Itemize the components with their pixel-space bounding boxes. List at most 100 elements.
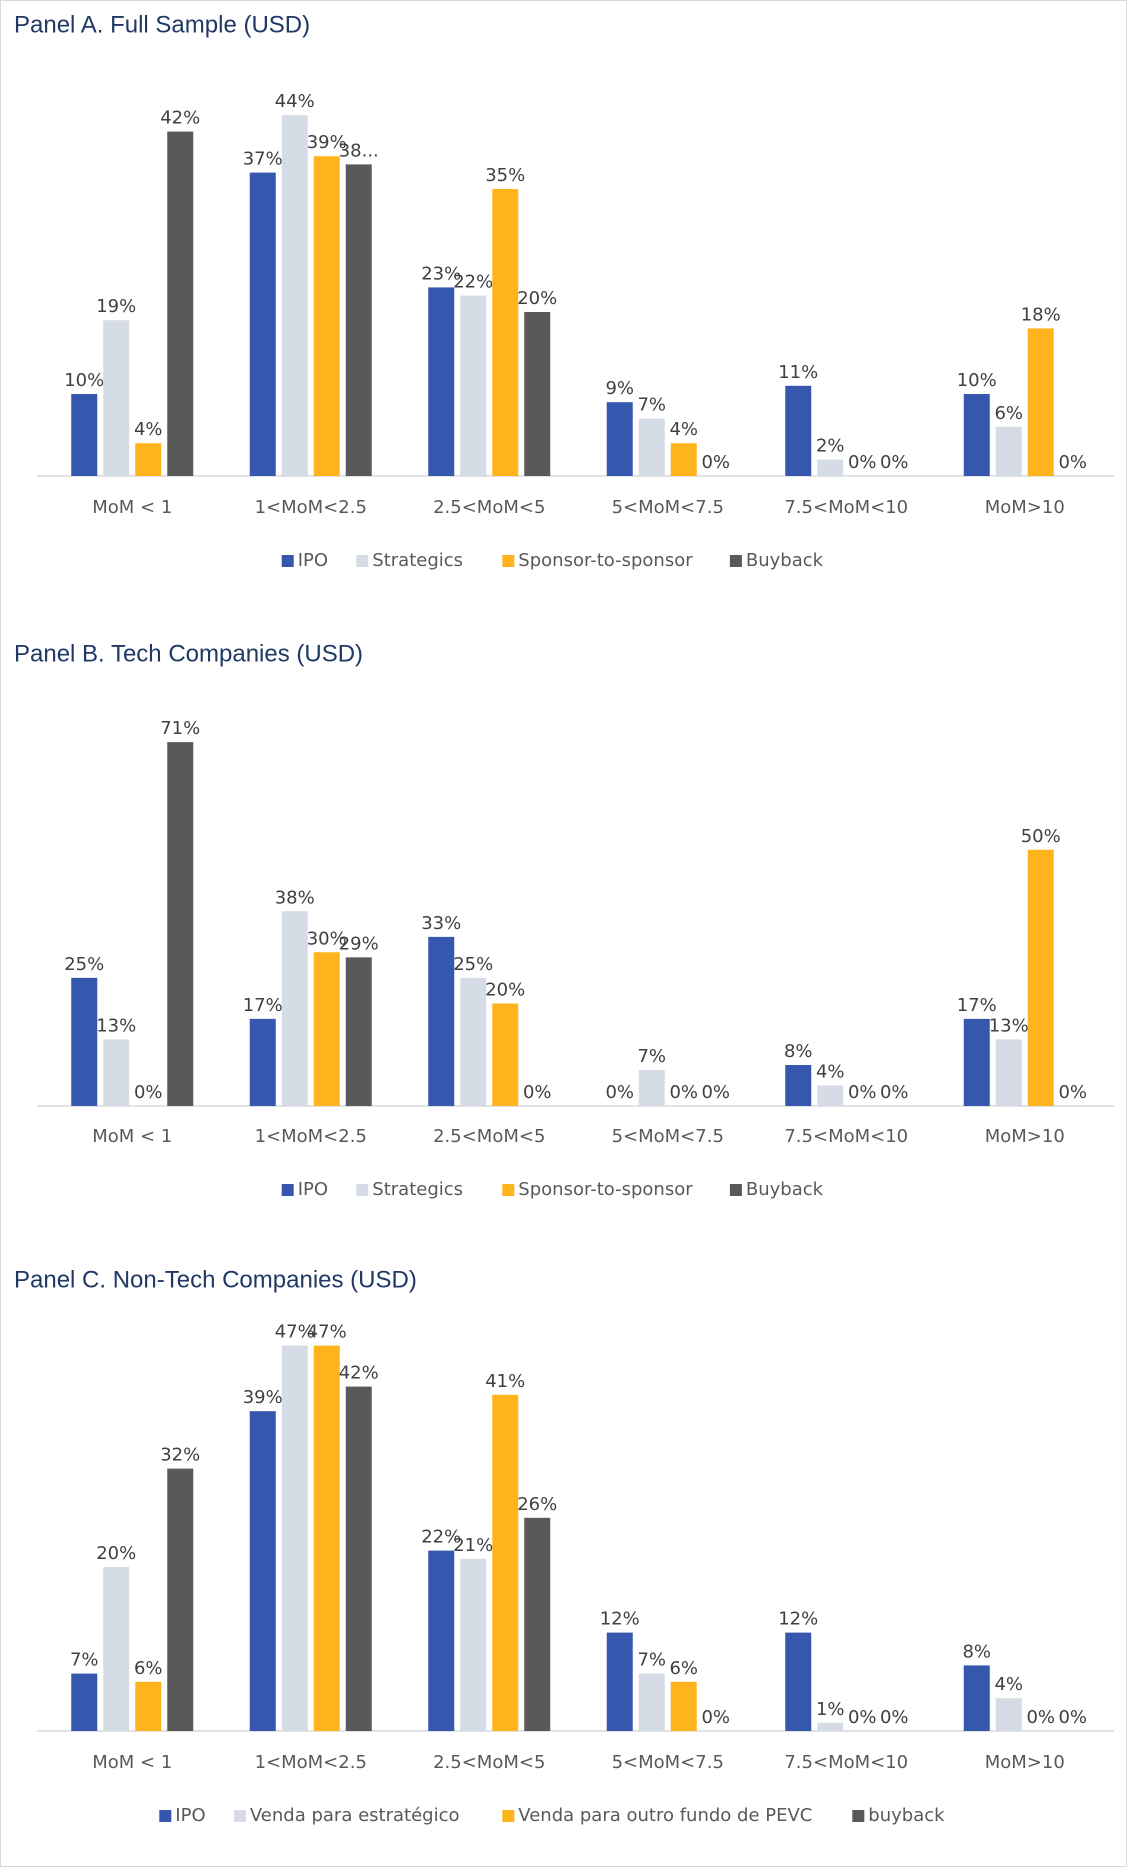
bar — [817, 459, 844, 476]
bar — [995, 1698, 1022, 1731]
legend-swatch — [502, 1184, 515, 1196]
chart-title: Panel A. Full Sample (USD) — [14, 11, 310, 38]
legend-label: Sponsor-to-sponsor — [518, 1179, 693, 1200]
data-label: 8% — [962, 1641, 991, 1662]
data-label: 0% — [523, 1082, 552, 1103]
bar — [71, 394, 98, 476]
data-label: 0% — [880, 1707, 909, 1728]
data-label: 0% — [880, 452, 909, 473]
bar — [313, 1345, 340, 1731]
bar — [460, 977, 487, 1106]
data-label: 8% — [784, 1041, 813, 1062]
data-label: 47% — [275, 1322, 315, 1343]
bar — [103, 1039, 130, 1106]
legend-swatch — [281, 1184, 294, 1196]
data-label: 0% — [1026, 1707, 1055, 1728]
data-label: 25% — [453, 954, 493, 975]
data-label: 0% — [1058, 452, 1087, 473]
data-label: 22% — [421, 1527, 461, 1548]
legend-swatch — [729, 555, 742, 567]
data-label: 71% — [160, 718, 200, 739]
legend-label: Venda para estratégico — [250, 1805, 460, 1826]
data-label: 0% — [669, 1082, 698, 1103]
bar — [785, 1632, 812, 1731]
data-label: 6% — [994, 403, 1023, 424]
data-label: 39% — [243, 1387, 283, 1408]
data-label: 10% — [64, 370, 104, 391]
data-label: 20% — [485, 980, 525, 1001]
x-tick-label: 5<MoM<7.5 — [612, 1126, 724, 1147]
x-tick-label: 2.5<MoM<5 — [433, 497, 545, 518]
data-label: 6% — [134, 1658, 163, 1679]
legend-swatch — [502, 1810, 515, 1822]
data-label: 4% — [669, 419, 698, 440]
data-label: 19% — [96, 296, 136, 317]
bar — [428, 1550, 455, 1731]
x-tick-label: 2.5<MoM<5 — [433, 1752, 545, 1773]
data-label: 13% — [96, 1015, 136, 1036]
x-tick-label: 2.5<MoM<5 — [433, 1126, 545, 1147]
bar — [71, 1673, 98, 1731]
bar — [428, 287, 455, 476]
legend-label: Buyback — [746, 1179, 824, 1200]
legend-swatch — [281, 555, 294, 567]
data-label: 7% — [637, 1046, 666, 1067]
x-tick-label: MoM < 1 — [92, 497, 172, 518]
bar — [313, 952, 340, 1106]
bar — [249, 1018, 276, 1106]
data-label: 0% — [701, 452, 730, 473]
data-label: 33% — [421, 913, 461, 934]
data-label: 4% — [816, 1062, 845, 1083]
legend-label: buyback — [868, 1805, 945, 1826]
data-label: 0% — [701, 1707, 730, 1728]
data-label: 20% — [96, 1543, 136, 1564]
x-tick-label: MoM>10 — [985, 1752, 1065, 1773]
bar — [103, 320, 130, 476]
legend-label: Strategics — [372, 550, 463, 571]
data-label: 22% — [453, 272, 493, 293]
bar — [313, 156, 340, 476]
bar — [963, 1018, 990, 1106]
data-label: 32% — [160, 1445, 200, 1466]
data-label: 12% — [600, 1609, 640, 1630]
data-label: 0% — [880, 1082, 909, 1103]
data-label: 0% — [848, 1707, 877, 1728]
data-label: 9% — [605, 378, 634, 399]
data-label: 20% — [517, 288, 557, 309]
data-label: 17% — [243, 995, 283, 1016]
bar — [817, 1085, 844, 1106]
bar — [638, 418, 665, 476]
bar — [103, 1567, 130, 1731]
data-label: 12% — [778, 1609, 818, 1630]
data-label: 42% — [339, 1363, 379, 1384]
bar — [281, 911, 308, 1106]
legend-swatch — [159, 1810, 172, 1822]
data-label: 4% — [134, 419, 163, 440]
bar — [345, 957, 372, 1106]
bar — [638, 1070, 665, 1106]
data-label: 6% — [669, 1658, 698, 1679]
bar — [345, 164, 372, 476]
data-label: 0% — [1058, 1707, 1087, 1728]
data-label: 30% — [307, 928, 347, 949]
data-label: 37% — [243, 149, 283, 170]
bar — [1027, 328, 1054, 476]
data-label: 38... — [339, 140, 379, 161]
data-label: 2% — [816, 436, 845, 457]
data-label: 17% — [957, 995, 997, 1016]
data-label: 41% — [485, 1371, 525, 1392]
bar — [785, 385, 812, 476]
x-tick-label: MoM < 1 — [92, 1126, 172, 1147]
data-label: 0% — [848, 452, 877, 473]
data-label: 13% — [989, 1015, 1029, 1036]
bar — [670, 1681, 697, 1731]
data-label: 0% — [701, 1082, 730, 1103]
bar — [345, 1386, 372, 1731]
data-label: 35% — [485, 165, 525, 186]
legend-swatch — [729, 1184, 742, 1196]
data-label: 7% — [637, 1650, 666, 1671]
bar — [249, 172, 276, 476]
bar — [167, 1468, 194, 1731]
